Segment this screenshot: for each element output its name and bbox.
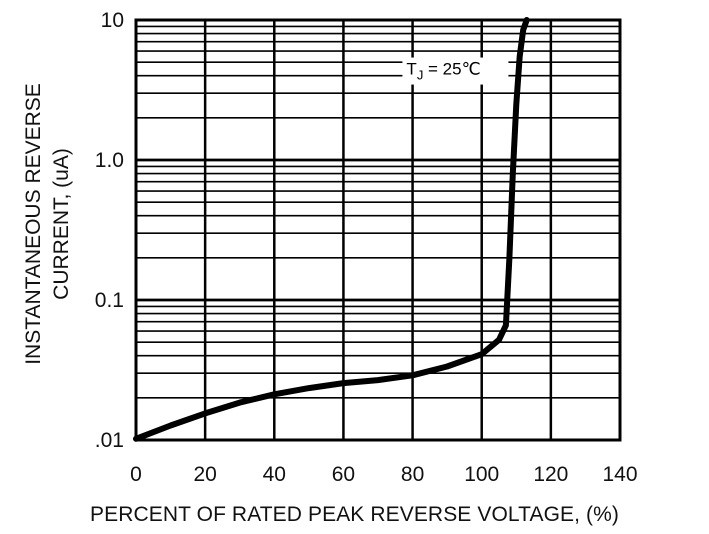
annotation-background bbox=[402, 57, 509, 85]
series-line bbox=[133, 17, 530, 442]
x-tick-label: 140 bbox=[602, 463, 637, 486]
x-tick-label: 20 bbox=[193, 463, 216, 486]
annotation-rest: = 25℃ bbox=[423, 60, 480, 79]
annotation-tj: TJ = 25℃ bbox=[406, 60, 480, 83]
x-tick-label: 120 bbox=[533, 463, 568, 486]
x-tick-labels: 0 20 40 60 80 100 120 140 bbox=[130, 463, 637, 486]
y-tick-label: 10 bbox=[101, 9, 124, 32]
x-tick-label: 80 bbox=[401, 463, 424, 486]
x-tick-label: 0 bbox=[130, 463, 142, 486]
y-tick-labels: .01 0.1 1.0 10 bbox=[95, 9, 124, 452]
annotation-subscript: J bbox=[417, 68, 424, 83]
y-axis-title-line1: INSTANTANEOUS REVERSE bbox=[22, 83, 45, 365]
x-tick-label: 60 bbox=[332, 463, 355, 486]
grid-lines bbox=[134, 18, 622, 442]
plot-frame bbox=[134, 18, 622, 442]
x-tick-label: 100 bbox=[464, 463, 499, 486]
y-tick-label: 1.0 bbox=[95, 149, 124, 172]
x-tick-label: 40 bbox=[263, 463, 286, 486]
y-axis-title-line2: CURRENT, (uA) bbox=[50, 148, 73, 300]
y-tick-label: 0.1 bbox=[95, 289, 124, 312]
annotation-base: T bbox=[406, 60, 416, 79]
y-tick-label: .01 bbox=[95, 429, 124, 452]
x-axis-title: PERCENT OF RATED PEAK REVERSE VOLTAGE, (… bbox=[90, 503, 619, 526]
y-axis-title: INSTANTANEOUS REVERSE CURRENT, (uA) bbox=[22, 83, 73, 365]
